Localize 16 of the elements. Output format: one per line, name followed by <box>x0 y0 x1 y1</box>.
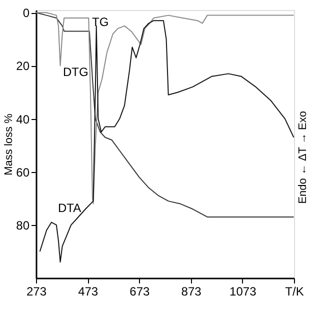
series-label: DTA <box>58 201 82 215</box>
x-tick-label: T/K <box>285 284 304 298</box>
x-tick-label: 473 <box>78 284 98 298</box>
x-tick-label: 1073 <box>230 284 257 298</box>
y-tick-label: 20 <box>16 59 30 74</box>
y-tick-label: 60 <box>16 165 30 180</box>
x-tick-label: 873 <box>181 284 202 298</box>
y-tick-label: 0 <box>22 6 30 20</box>
x-tick-label: 673 <box>130 284 150 298</box>
y-tick-label: 80 <box>16 218 30 232</box>
y2-axis-title: Endo ← ΔT → Exo <box>297 111 309 204</box>
x-tick-label: 273 <box>26 284 47 298</box>
series-label: DTG <box>63 65 88 79</box>
y-tick-label: 40 <box>16 112 30 126</box>
y-axis-title: Mass loss % <box>3 113 16 176</box>
series-label: TG <box>92 15 109 29</box>
